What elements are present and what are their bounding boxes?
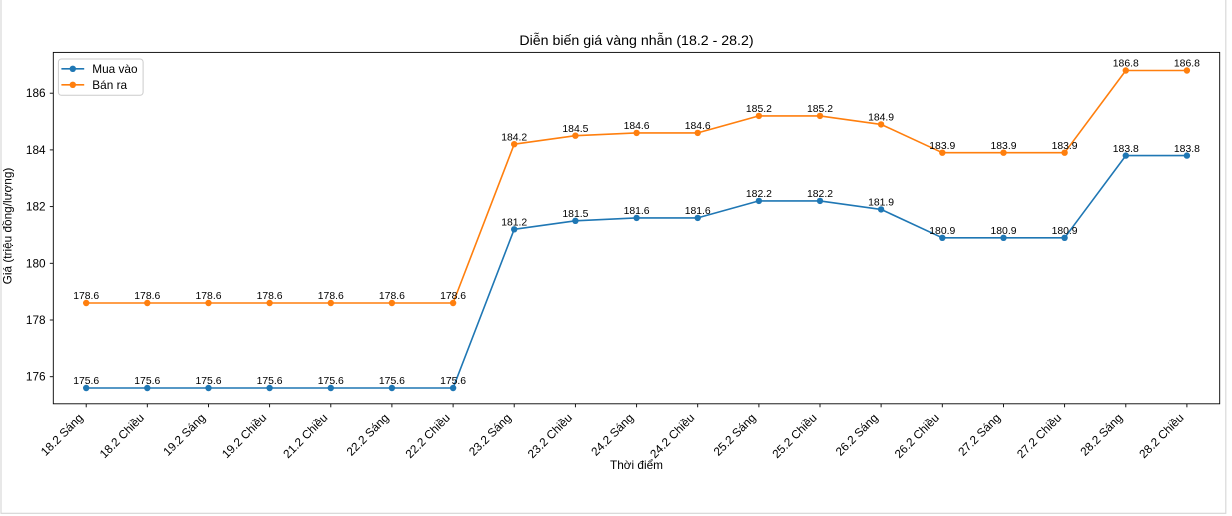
svg-text:175.6: 175.6 [318, 376, 344, 387]
svg-text:184.2: 184.2 [501, 132, 527, 143]
svg-text:Thời điểm: Thời điểm [610, 458, 663, 472]
svg-text:178.6: 178.6 [440, 291, 466, 302]
svg-text:184: 184 [26, 143, 46, 157]
svg-text:22.2 Sáng: 22.2 Sáng [344, 411, 392, 459]
svg-text:178.6: 178.6 [257, 291, 283, 302]
svg-text:186.8: 186.8 [1113, 59, 1139, 70]
svg-text:26.2 Chiều: 26.2 Chiều [892, 411, 942, 461]
svg-text:28.2 Sáng: 28.2 Sáng [1077, 411, 1125, 459]
svg-text:183.8: 183.8 [1174, 144, 1200, 155]
svg-text:183.8: 183.8 [1113, 144, 1139, 155]
svg-text:175.6: 175.6 [73, 376, 99, 387]
svg-text:184.9: 184.9 [868, 113, 894, 124]
svg-text:185.2: 185.2 [807, 104, 833, 115]
svg-text:19.2 Sáng: 19.2 Sáng [160, 411, 208, 459]
svg-text:18.2 Sáng: 18.2 Sáng [38, 411, 86, 459]
svg-text:175.6: 175.6 [195, 376, 221, 387]
svg-text:24.2 Chiều: 24.2 Chiều [647, 411, 697, 461]
svg-text:28.2 Chiều: 28.2 Chiều [1136, 411, 1186, 461]
svg-text:178.6: 178.6 [379, 291, 405, 302]
svg-text:27.2 Chiều: 27.2 Chiều [1014, 411, 1064, 461]
svg-text:181.5: 181.5 [562, 209, 588, 220]
svg-text:178: 178 [26, 313, 46, 327]
svg-text:180.9: 180.9 [990, 226, 1016, 237]
svg-text:178.6: 178.6 [73, 291, 99, 302]
svg-text:183.9: 183.9 [990, 141, 1016, 152]
svg-text:182: 182 [26, 200, 46, 214]
svg-text:Mua vào: Mua vào [92, 62, 138, 76]
svg-text:182.2: 182.2 [746, 189, 772, 200]
svg-text:Giá (triệu đồng/lượng): Giá (triệu đồng/lượng) [1, 168, 15, 285]
svg-text:175.6: 175.6 [379, 376, 405, 387]
svg-text:180: 180 [26, 256, 46, 270]
svg-text:178.6: 178.6 [134, 291, 160, 302]
svg-text:186: 186 [26, 86, 46, 100]
svg-text:181.2: 181.2 [501, 218, 527, 229]
svg-text:186.8: 186.8 [1174, 59, 1200, 70]
svg-text:175.6: 175.6 [440, 376, 466, 387]
svg-text:184.6: 184.6 [624, 121, 650, 132]
svg-text:19.2 Chiều: 19.2 Chiều [219, 411, 269, 461]
svg-text:181.6: 181.6 [685, 206, 711, 217]
svg-text:18.2 Chiều: 18.2 Chiều [97, 411, 147, 461]
svg-text:24.2 Sáng: 24.2 Sáng [588, 411, 636, 459]
svg-text:25.2 Sáng: 25.2 Sáng [711, 411, 759, 459]
svg-text:180.9: 180.9 [929, 226, 955, 237]
svg-text:Bán ra: Bán ra [92, 78, 127, 92]
svg-text:26.2 Sáng: 26.2 Sáng [833, 411, 881, 459]
svg-text:182.2: 182.2 [807, 189, 833, 200]
svg-text:176: 176 [26, 370, 46, 384]
svg-text:180.9: 180.9 [1052, 226, 1078, 237]
svg-text:185.2: 185.2 [746, 104, 772, 115]
svg-text:184.6: 184.6 [685, 121, 711, 132]
svg-text:22.2 Chiều: 22.2 Chiều [402, 411, 452, 461]
svg-text:25.2 Chiều: 25.2 Chiều [769, 411, 819, 461]
svg-text:21.2 Chiều: 21.2 Chiều [280, 411, 330, 461]
svg-text:183.9: 183.9 [929, 141, 955, 152]
svg-text:178.6: 178.6 [195, 291, 221, 302]
svg-text:Diễn biến giá vàng nhẫn (18.2: Diễn biến giá vàng nhẫn (18.2 - 28.2) [519, 32, 753, 49]
svg-text:178.6: 178.6 [318, 291, 344, 302]
svg-text:23.2 Sáng: 23.2 Sáng [466, 411, 514, 459]
svg-text:175.6: 175.6 [257, 376, 283, 387]
svg-text:181.6: 181.6 [624, 206, 650, 217]
svg-text:27.2 Sáng: 27.2 Sáng [955, 411, 1003, 459]
svg-text:175.6: 175.6 [134, 376, 160, 387]
svg-text:184.5: 184.5 [562, 124, 588, 135]
svg-text:183.9: 183.9 [1052, 141, 1078, 152]
svg-text:23.2 Chiều: 23.2 Chiều [525, 411, 575, 461]
svg-text:181.9: 181.9 [868, 198, 894, 209]
